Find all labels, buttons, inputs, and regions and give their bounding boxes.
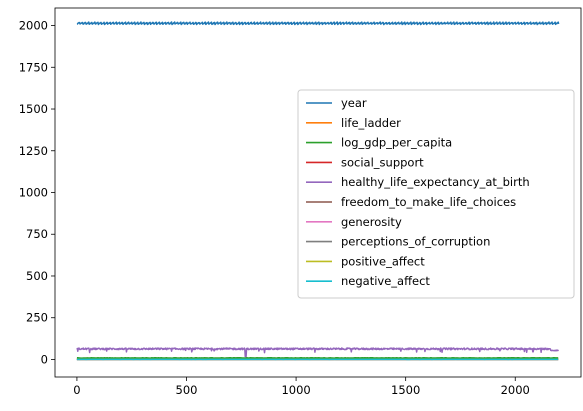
series-line-year: [76, 21, 560, 26]
x-tick-label: 1000: [281, 383, 310, 397]
legend-label: log_gdp_per_capita: [341, 136, 452, 150]
legend-label: life_ladder: [341, 116, 401, 130]
legend: year life_ladder log_gdp_per_capita social_…: [297, 89, 575, 299]
series-line-healthy-life-expectancy-at-birth: [76, 347, 559, 358]
legend-box: [297, 89, 575, 299]
plot-lines: [76, 21, 560, 361]
y-tick-label: 2000: [19, 19, 48, 33]
y-tick-label: 1750: [19, 60, 48, 74]
x-axis: 0 500 1000 1500 2000: [73, 377, 530, 397]
y-tick-label: 1250: [19, 144, 48, 158]
x-tick-label: 1500: [391, 383, 420, 397]
y-tick-label: 0: [41, 352, 48, 366]
y-axis: 0 250 500 750 1000 1250 1500 1750 2000: [19, 19, 55, 366]
legend-label: freedom_to_make_life_choices: [341, 195, 516, 209]
legend-label: generosity: [341, 215, 402, 229]
y-tick-label: 500: [26, 269, 48, 283]
legend-label: perceptions_of_corruption: [341, 235, 490, 249]
legend-label: year: [341, 96, 367, 110]
legend-label: positive_affect: [341, 254, 425, 268]
y-tick-label: 250: [26, 311, 48, 325]
legend-label: social_support: [341, 155, 424, 169]
y-tick-label: 1000: [19, 186, 48, 200]
x-tick-label: 500: [176, 383, 198, 397]
x-tick-label: 0: [73, 383, 80, 397]
legend-label: negative_affect: [341, 274, 430, 288]
legend-label: healthy_life_expectancy_at_birth: [341, 175, 530, 189]
y-tick-label: 1500: [19, 102, 48, 116]
y-tick-label: 750: [26, 227, 48, 241]
x-tick-label: 2000: [501, 383, 530, 397]
